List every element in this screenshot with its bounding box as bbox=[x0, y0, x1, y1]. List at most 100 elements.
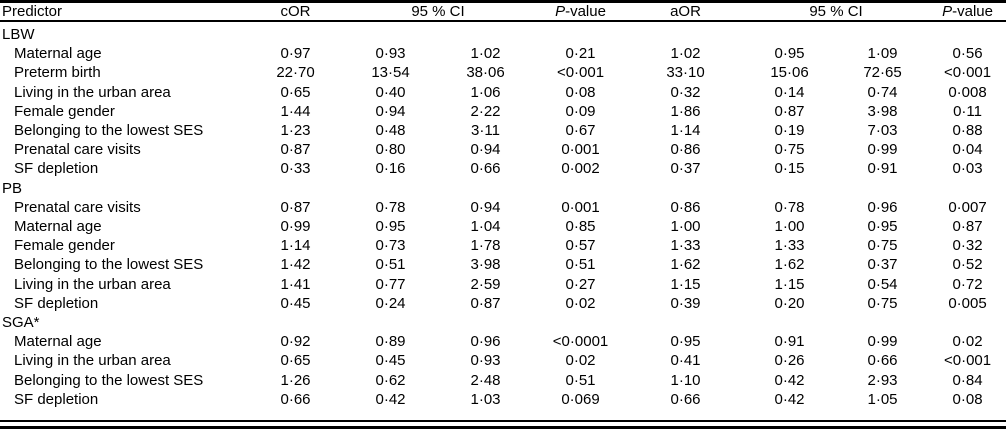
value-p: <0·0001 bbox=[552, 333, 609, 351]
value-aci_high: 0·99 bbox=[867, 333, 898, 351]
value-aor: 1·33 bbox=[670, 237, 701, 255]
value-ci_high: 1·02 bbox=[470, 45, 501, 63]
value-aor: 1·00 bbox=[670, 218, 701, 236]
group-label: SGA* bbox=[2, 314, 40, 332]
group-label: PB bbox=[2, 179, 23, 197]
value-aor: 1·15 bbox=[670, 275, 701, 293]
value-aor: 0·86 bbox=[670, 141, 701, 159]
value-aci_low: 0·14 bbox=[774, 83, 805, 101]
value-cor: 0·87 bbox=[280, 198, 311, 216]
value-cor: 1·41 bbox=[280, 275, 311, 293]
pvalue-italic-p: P bbox=[942, 3, 953, 20]
value-ci_high: 1·78 bbox=[470, 237, 501, 255]
value-cor: 0·65 bbox=[280, 83, 311, 101]
value-aor: 1·86 bbox=[670, 102, 701, 120]
predictor-cell: Belonging to the lowest SES bbox=[14, 256, 204, 274]
value-ci_low: 0·16 bbox=[375, 160, 406, 178]
value-aor: 0·66 bbox=[670, 390, 701, 408]
pvalue-italic-p: P bbox=[555, 3, 566, 20]
value-ap: 0·03 bbox=[952, 160, 983, 178]
table-row: Maternal age 0·92 0·89 0·96 <0·0001 0·95 0·91 0… bbox=[0, 332, 1006, 351]
predictor-cell: SF depletion bbox=[14, 390, 99, 408]
table-row: Female gender 1·14 0·73 1·78 0·57 1·33 1·33 0·7… bbox=[0, 236, 1006, 255]
value-aor: 1·62 bbox=[670, 256, 701, 274]
table-row: Female gender 1·44 0·94 2·22 0·09 1·86 0·87 3·9… bbox=[0, 102, 1006, 121]
value-aci_low: 0·15 bbox=[774, 160, 805, 178]
value-aci_low: 0·20 bbox=[774, 294, 805, 312]
table-row: SF depletion 0·66 0·42 1·03 0·069 0·66 0·42 1·0… bbox=[0, 390, 1006, 409]
value-ap: 0·005 bbox=[948, 294, 987, 312]
table-bottom-thin-rule bbox=[0, 420, 1006, 422]
value-ci_high: 0·94 bbox=[470, 198, 501, 216]
value-aci_high: 3·98 bbox=[867, 102, 898, 120]
value-aor: 1·14 bbox=[670, 122, 701, 140]
value-p: 0·27 bbox=[565, 275, 596, 293]
predictor-cell: Maternal age bbox=[14, 218, 102, 236]
value-aor: 33·10 bbox=[666, 64, 705, 82]
value-ci_high: 3·11 bbox=[471, 122, 500, 140]
value-ap: <0·001 bbox=[943, 64, 992, 82]
table-bottom-thick-rule bbox=[0, 426, 1006, 429]
value-aci_low: 1·15 bbox=[774, 275, 805, 293]
table-row: Living in the urban area 0·65 0·45 0·93 0·02… bbox=[0, 351, 1006, 370]
table-row: SF depletion 0·45 0·24 0·87 0·02 0·39 0·20 0·75… bbox=[0, 294, 1006, 313]
group-label: LBW bbox=[2, 26, 35, 43]
value-ci_high: 38·06 bbox=[466, 64, 505, 82]
predictor-cell: Preterm birth bbox=[14, 64, 101, 82]
value-aci_low: 0·19 bbox=[774, 122, 805, 140]
value-ap: 0·56 bbox=[952, 45, 983, 63]
value-aor: 0·39 bbox=[670, 294, 701, 312]
value-ci_high: 2·22 bbox=[470, 102, 501, 120]
value-aor: 0·41 bbox=[670, 352, 701, 370]
value-ap: 0·08 bbox=[952, 390, 983, 408]
predictor-cell: Living in the urban area bbox=[14, 83, 171, 101]
value-ap: 0·88 bbox=[952, 122, 983, 140]
value-p: 0·57 bbox=[565, 237, 596, 255]
value-ci_low: 0·77 bbox=[375, 275, 406, 293]
table-row: Preterm birth 22·70 13·54 38·06 <0·001 33·10 1… bbox=[0, 63, 1006, 82]
value-p: <0·001 bbox=[556, 64, 605, 82]
value-p: 0·001 bbox=[561, 198, 600, 216]
value-ap: 0·02 bbox=[952, 333, 983, 351]
value-aci_high: 0·75 bbox=[867, 237, 898, 255]
value-cor: 1·26 bbox=[280, 371, 311, 389]
value-p: 0·51 bbox=[565, 256, 596, 274]
value-aci_high: 2·93 bbox=[867, 371, 898, 389]
value-p: 0·02 bbox=[565, 352, 596, 370]
value-aci_high: 0·54 bbox=[867, 275, 898, 293]
value-ci_low: 0·24 bbox=[375, 294, 406, 312]
value-aci_high: 0·96 bbox=[867, 198, 898, 216]
value-ci_low: 0·80 bbox=[375, 141, 406, 159]
value-aci_high: 0·37 bbox=[867, 256, 898, 274]
value-aci_low: 0·42 bbox=[774, 390, 805, 408]
value-p: 0·51 bbox=[565, 371, 596, 389]
value-p: 0·002 bbox=[561, 160, 600, 178]
value-ci_low: 0·40 bbox=[375, 83, 406, 101]
value-aor: 1·02 bbox=[670, 45, 701, 63]
col-header-ci-crude: 95 % CI bbox=[343, 3, 534, 22]
value-aor: 1·10 bbox=[670, 371, 701, 389]
value-p: 0·08 bbox=[565, 83, 596, 101]
col-header-ci-adjusted: 95 % CI bbox=[743, 3, 930, 22]
value-ci_high: 0·93 bbox=[470, 352, 501, 370]
table-row: Maternal age 0·97 0·93 1·02 0·21 1·02 0·95 1·09… bbox=[0, 44, 1006, 63]
value-aor: 0·95 bbox=[670, 333, 701, 351]
value-cor: 1·14 bbox=[280, 237, 311, 255]
pvalue-suffix: -value bbox=[952, 3, 993, 20]
value-ci_low: 0·51 bbox=[375, 256, 406, 274]
predictor-cell: Maternal age bbox=[14, 333, 102, 351]
value-ci_high: 0·66 bbox=[470, 160, 501, 178]
value-ci_low: 0·93 bbox=[375, 45, 406, 63]
value-ci_low: 13·54 bbox=[371, 64, 410, 82]
table-top-rule bbox=[0, 0, 1006, 3]
value-aor: 0·86 bbox=[670, 198, 701, 216]
value-aci_low: 1·62 bbox=[774, 256, 805, 274]
value-p: 0·85 bbox=[565, 218, 596, 236]
value-aci_high: 72·65 bbox=[863, 64, 902, 82]
predictor-cell: Female gender bbox=[14, 102, 115, 120]
value-ap: 0·72 bbox=[952, 275, 983, 293]
value-ci_high: 0·94 bbox=[470, 141, 501, 159]
value-ci_high: 0·87 bbox=[470, 294, 501, 312]
value-ap: 0·04 bbox=[952, 141, 983, 159]
table-row: SF depletion 0·33 0·16 0·66 0·002 0·37 0·15 0·9… bbox=[0, 159, 1006, 178]
